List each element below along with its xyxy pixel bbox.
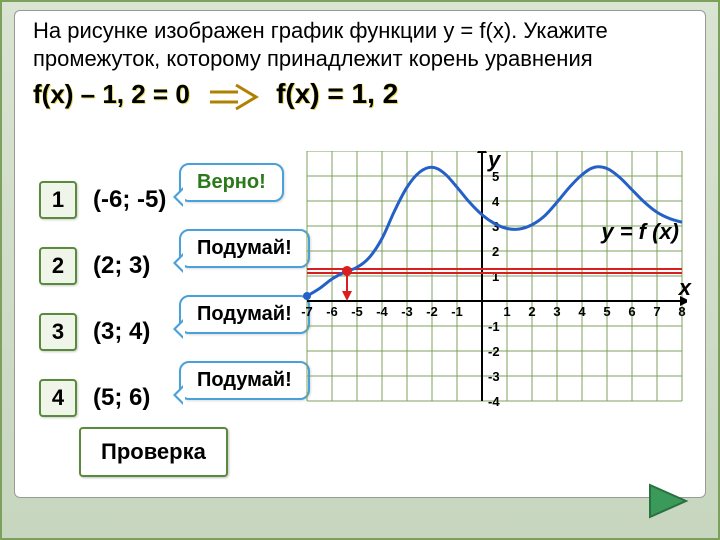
svg-text:6: 6: [628, 304, 635, 319]
x-axis-label: x: [679, 275, 691, 301]
answer-row: 3 (3; 4) Подумай!: [39, 313, 166, 351]
answer-row: 2 (2; 3) Подумай!: [39, 247, 166, 285]
svg-text:-1: -1: [488, 319, 500, 334]
svg-text:-6: -6: [326, 304, 338, 319]
eq-right: f(x) = 1, 2: [276, 78, 398, 109]
feedback-bubble: Верно!: [179, 163, 284, 202]
answer-button-3[interactable]: 3: [39, 313, 77, 351]
slide-frame: На рисунке изображен график функции y = …: [0, 0, 720, 540]
answer-button-2[interactable]: 2: [39, 247, 77, 285]
svg-text:-4: -4: [488, 394, 500, 409]
next-slide-button[interactable]: [646, 481, 690, 526]
chart-svg: -7-6-5-4-3-2-11234567812345-1-2-3-4: [292, 151, 687, 411]
svg-text:-2: -2: [488, 344, 500, 359]
svg-text:3: 3: [553, 304, 560, 319]
equation-line: f(x) – 1, 2 = 0 f(x) = 1, 2: [33, 76, 687, 112]
function-label: y = f (x): [601, 219, 679, 245]
svg-text:-4: -4: [376, 304, 388, 319]
y-axis-label: y: [488, 147, 500, 173]
answer-row: 4 (5; 6) Подумай!: [39, 379, 166, 417]
check-button[interactable]: Проверка: [79, 427, 228, 477]
feedback-bubble: Подумай!: [179, 361, 310, 400]
svg-text:2: 2: [528, 304, 535, 319]
svg-text:-3: -3: [488, 369, 500, 384]
svg-text:5: 5: [603, 304, 610, 319]
svg-text:-5: -5: [351, 304, 363, 319]
svg-text:1: 1: [503, 304, 510, 319]
svg-text:-1: -1: [451, 304, 463, 319]
answers-list: 1 (-6; -5) Верно! 2 (2; 3) Подумай! 3 (3…: [39, 181, 166, 445]
answer-interval: (3; 4): [93, 318, 150, 346]
answer-interval: (5; 6): [93, 384, 150, 412]
answer-interval: (-6; -5): [93, 186, 166, 214]
problem-line1: На рисунке изображен график функции y = …: [33, 17, 687, 45]
svg-text:-3: -3: [401, 304, 413, 319]
answer-row: 1 (-6; -5) Верно!: [39, 181, 166, 219]
feedback-bubble: Подумай!: [179, 229, 310, 268]
svg-text:-2: -2: [426, 304, 438, 319]
svg-text:8: 8: [678, 304, 685, 319]
svg-text:2: 2: [492, 244, 499, 259]
problem-text: На рисунке изображен график функции y = …: [33, 17, 687, 112]
svg-text:-7: -7: [301, 304, 313, 319]
svg-text:7: 7: [653, 304, 660, 319]
answer-button-1[interactable]: 1: [39, 181, 77, 219]
answer-button-4[interactable]: 4: [39, 379, 77, 417]
implies-arrow-icon: [206, 82, 260, 112]
svg-text:4: 4: [578, 304, 586, 319]
slide-inner: На рисунке изображен график функции y = …: [14, 10, 706, 498]
problem-line2: промежуток, которому принадлежит корень …: [33, 45, 687, 73]
chart-area: -7-6-5-4-3-2-11234567812345-1-2-3-4 y x …: [292, 151, 687, 411]
answer-interval: (2; 3): [93, 252, 150, 280]
svg-text:4: 4: [492, 194, 500, 209]
feedback-bubble: Подумай!: [179, 295, 310, 334]
svg-text:1: 1: [492, 269, 499, 284]
eq-left: f(x) – 1, 2 = 0: [33, 79, 190, 109]
